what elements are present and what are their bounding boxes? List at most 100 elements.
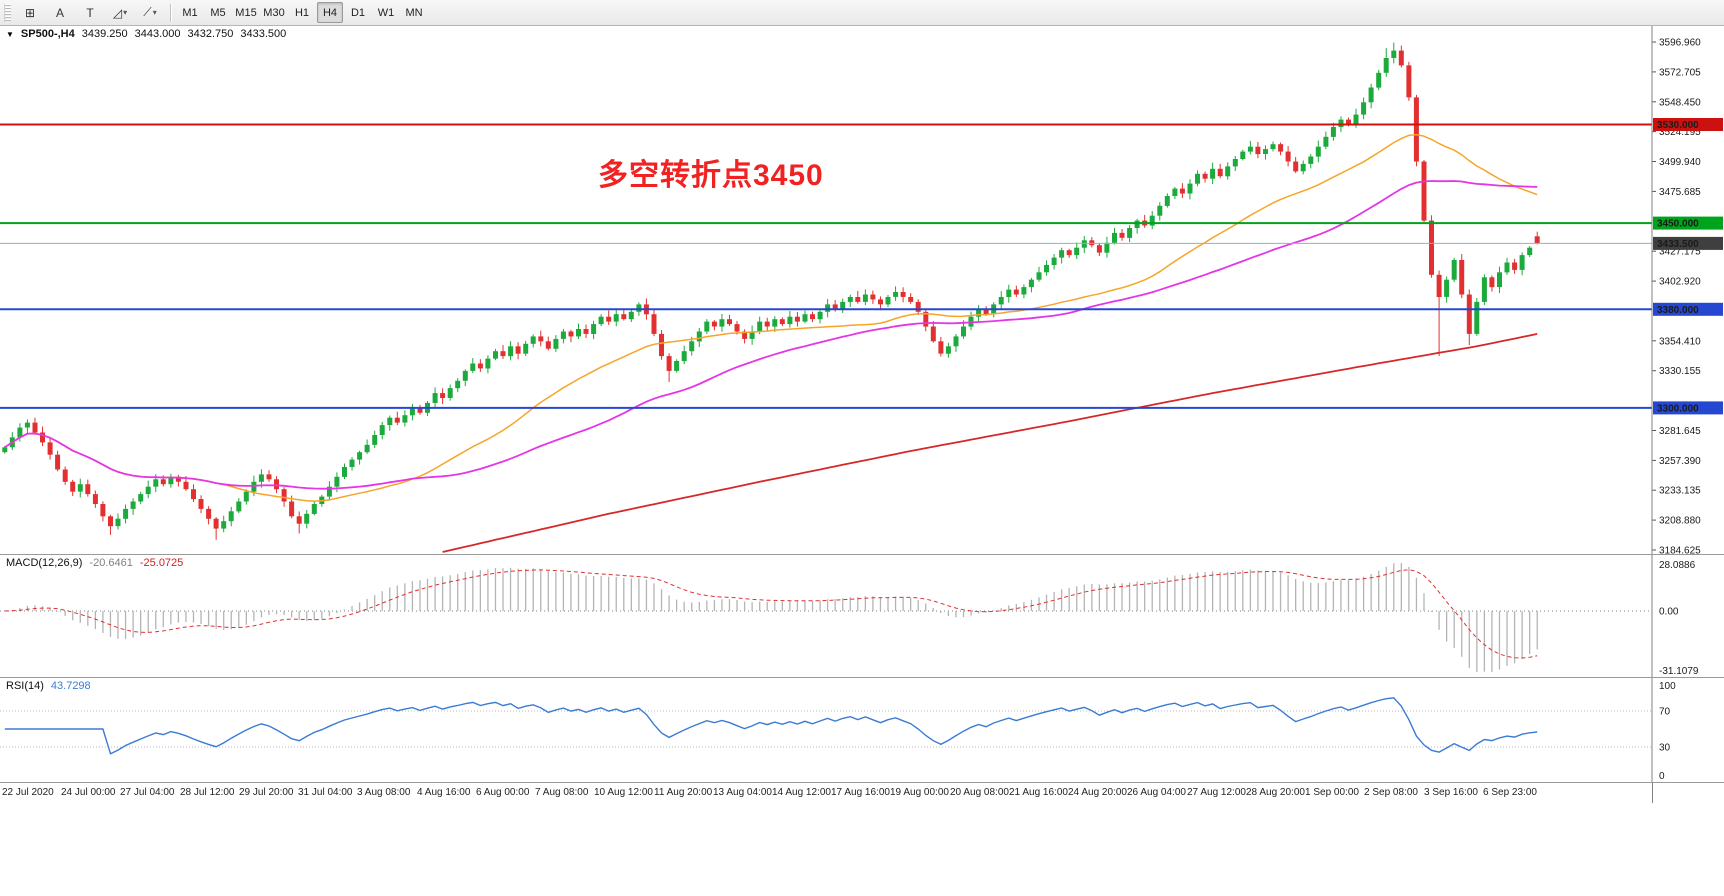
svg-text:28.0886: 28.0886: [1659, 560, 1696, 571]
dropdown-arrow-icon[interactable]: ▾: [123, 8, 128, 17]
timeframe-MN[interactable]: MN: [405, 6, 423, 19]
svg-text:3354.410: 3354.410: [1659, 336, 1701, 347]
macd-pane[interactable]: 28.0886 0.00 -31.1079 MACD(12,26,9) -20.64…: [0, 554, 1724, 677]
time-label: 7 Aug 08:00: [535, 787, 589, 798]
time-label: 11 Aug 20:00: [654, 787, 713, 798]
time-label: 6 Aug 00:00: [476, 787, 530, 798]
timeframe-H4[interactable]: H4: [317, 2, 343, 23]
svg-text:3330.155: 3330.155: [1659, 366, 1701, 377]
timeframe-M1[interactable]: M1: [182, 6, 198, 19]
svg-text:3208.880: 3208.880: [1659, 516, 1701, 527]
price-badge-3450.000: 3450.000: [1653, 216, 1723, 230]
toolbar-tools: ⊞ A T ◿ ▾ ⟋ ▾: [15, 0, 165, 25]
svg-text:100: 100: [1659, 681, 1676, 692]
price-badge-3433.500: 3433.500: [1653, 236, 1723, 250]
svg-text:3233.135: 3233.135: [1659, 486, 1701, 497]
time-label: 17 Aug 16:00: [831, 787, 890, 798]
charts-grid-tool[interactable]: ⊞: [16, 2, 44, 24]
ma-medium-line: [4, 180, 1538, 490]
time-label: 3 Aug 08:00: [357, 787, 411, 798]
macd-histogram: [11, 563, 1538, 672]
timeframe-M5[interactable]: M5: [210, 6, 226, 19]
time-label: 2 Sep 08:00: [1364, 787, 1418, 798]
lines-tool-icon: ⟋: [143, 5, 152, 19]
svg-text:3450.000: 3450.000: [1657, 219, 1699, 230]
ma-slow-line: [442, 333, 1538, 553]
price-badge-3300.000: 3300.000: [1653, 401, 1723, 415]
ma-fast-line: [4, 133, 1538, 502]
main-price-pane[interactable]: 3596.960 3572.705 3548.450 3524.195 3499.940…: [0, 26, 1724, 554]
timeframe-W1[interactable]: W1: [377, 6, 395, 19]
rsi-line: [4, 697, 1538, 755]
toolbar-separator: [170, 3, 171, 22]
price-badge-3380.000: 3380.000: [1653, 302, 1723, 316]
svg-text:0: 0: [1659, 771, 1665, 782]
time-label: 10 Aug 12:00: [594, 787, 653, 798]
time-label: 22 Jul 2020: [2, 787, 54, 798]
time-label: 6 Sep 23:00: [1483, 787, 1537, 798]
svg-text:3380.000: 3380.000: [1657, 305, 1699, 316]
label-tool[interactable]: T: [76, 2, 104, 24]
time-label: 4 Aug 16:00: [417, 787, 471, 798]
rsi-pane[interactable]: 100 70 30 0 RSI(14) 43.7298: [0, 677, 1724, 782]
timeframe-M15[interactable]: M15: [235, 6, 257, 19]
time-label: 26 Aug 04:00: [1127, 787, 1186, 798]
svg-text:3530.000: 3530.000: [1657, 120, 1699, 131]
svg-text:3427.175: 3427.175: [1659, 247, 1701, 258]
time-label: 31 Jul 04:00: [298, 787, 353, 798]
time-label: 29 Jul 20:00: [239, 787, 294, 798]
timeframe-M30[interactable]: M30: [263, 6, 285, 19]
label-tool-icon: T: [86, 5, 94, 20]
charts-grid-tool-icon: ⊞: [24, 5, 36, 20]
svg-text:3433.500: 3433.500: [1657, 239, 1699, 250]
price-axis-labels: 3596.960 3572.705 3548.450 3524.195 3499.940…: [1652, 38, 1701, 554]
time-label: 14 Aug 12:00: [772, 787, 831, 798]
macd-signal-line: [4, 569, 1538, 659]
text-annotation-tool[interactable]: A: [46, 2, 74, 24]
svg-text:3524.195: 3524.195: [1659, 127, 1701, 138]
svg-text:3499.940: 3499.940: [1659, 157, 1701, 168]
svg-text:-31.1079: -31.1079: [1659, 666, 1699, 677]
svg-text:3475.685: 3475.685: [1659, 187, 1701, 198]
time-axis[interactable]: 22 Jul 2020 24 Jul 00:00 27 Jul 04:00 28 Ju…: [0, 782, 1724, 803]
svg-text:30: 30: [1659, 743, 1671, 754]
time-label: 27 Aug 12:00: [1187, 787, 1246, 798]
svg-text:3300.000: 3300.000: [1657, 403, 1699, 414]
time-label: 24 Aug 20:00: [1068, 787, 1127, 798]
dropdown-arrow-icon[interactable]: ▾: [152, 8, 157, 17]
candlesticks: [2, 42, 1540, 540]
time-label: 28 Jul 12:00: [180, 787, 235, 798]
shapes-tool[interactable]: ◿ ▾: [106, 2, 134, 24]
time-label: 27 Jul 04:00: [120, 787, 175, 798]
toolbar: ⊞ A T ◿ ▾ ⟋ ▾ M1 M5 M15 M30 H1 H4 D1 W1 MN: [0, 0, 1724, 26]
timeframe-H1[interactable]: H1: [294, 6, 310, 19]
rsi-axis-labels: 100 70 30 0: [1659, 681, 1676, 782]
toolbar-grip[interactable]: [4, 3, 11, 22]
chart-window: 3596.960 3572.705 3548.450 3524.195 3499.940…: [0, 26, 1724, 803]
time-label: 24 Jul 00:00: [61, 787, 116, 798]
svg-text:3257.390: 3257.390: [1659, 456, 1701, 467]
rsi-canvas[interactable]: 100 70 30 0: [0, 678, 1724, 782]
chart-expand-icon[interactable]: ▼: [6, 30, 14, 39]
main-chart-canvas[interactable]: 3596.960 3572.705 3548.450 3524.195 3499.940…: [0, 26, 1724, 554]
svg-text:3572.705: 3572.705: [1659, 67, 1701, 78]
shapes-tool-icon: ◿: [112, 5, 123, 20]
toolbar-timeframes: M1 M5 M15 M30 H1 H4 D1 W1 MN: [176, 0, 428, 25]
time-label: 1 Sep 00:00: [1305, 787, 1359, 798]
lines-tool[interactable]: ⟋ ▾: [136, 2, 164, 24]
time-label: 21 Aug 16:00: [1009, 787, 1068, 798]
svg-text:3596.960: 3596.960: [1659, 38, 1701, 49]
svg-text:3281.645: 3281.645: [1659, 426, 1701, 437]
macd-axis-labels: 28.0886 0.00 -31.1079: [1659, 560, 1699, 677]
time-label: 19 Aug 00:00: [890, 787, 949, 798]
axis-corner-separator: [1652, 783, 1653, 803]
time-label: 13 Aug 04:00: [713, 787, 772, 798]
svg-text:3548.450: 3548.450: [1659, 97, 1701, 108]
svg-text:3402.920: 3402.920: [1659, 277, 1701, 288]
svg-text:70: 70: [1659, 707, 1671, 718]
macd-canvas[interactable]: 28.0886 0.00 -31.1079: [0, 555, 1724, 677]
time-label: 3 Sep 16:00: [1424, 787, 1478, 798]
price-badge-3530.000: 3530.000: [1653, 118, 1723, 131]
timeframe-D1[interactable]: D1: [350, 6, 366, 19]
